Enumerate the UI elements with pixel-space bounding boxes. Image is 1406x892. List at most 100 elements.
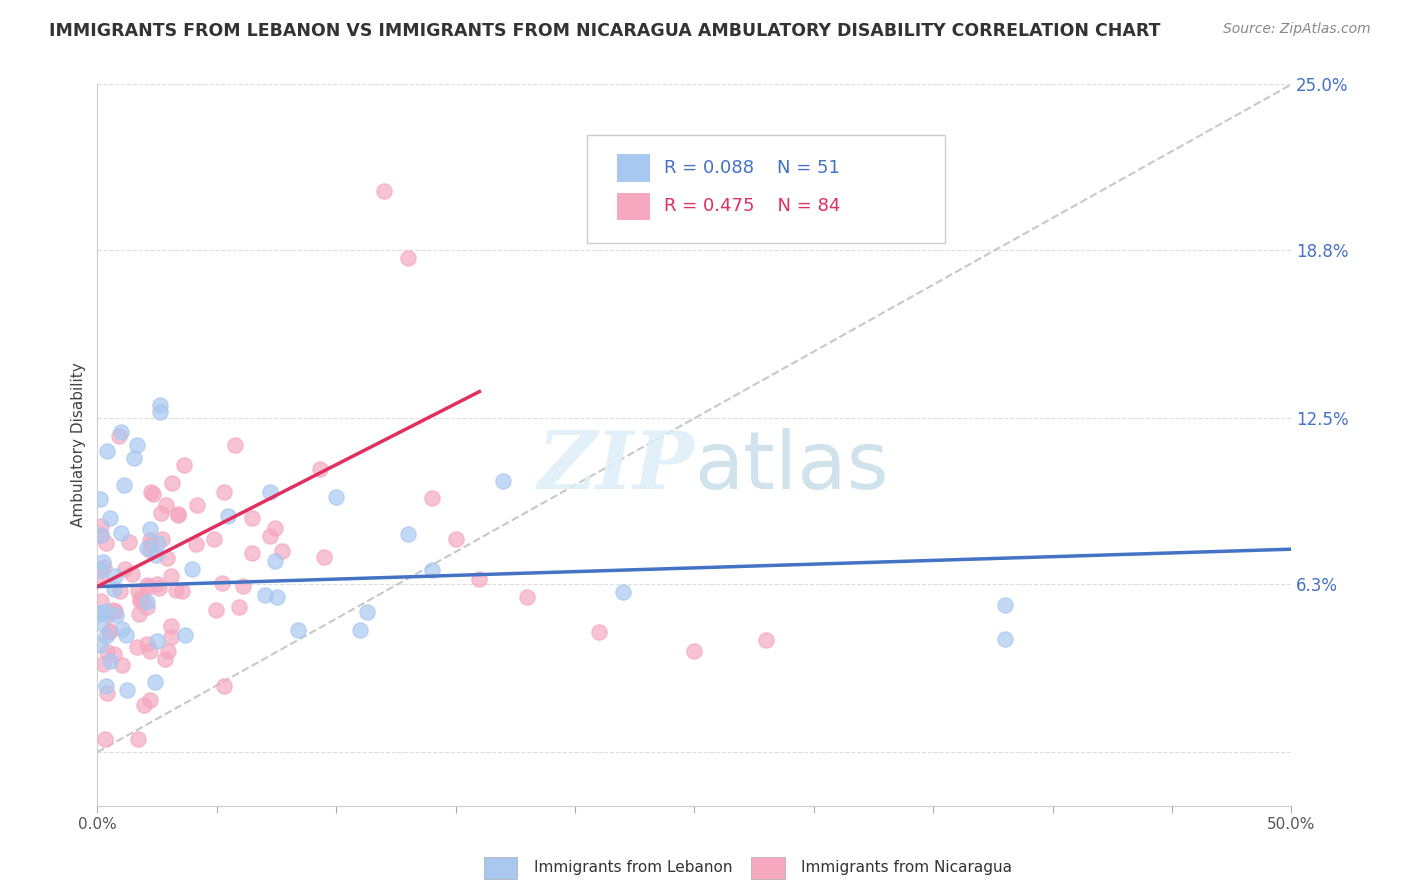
Point: [240, 511, 263, 525]
Point: [266, 591, 288, 605]
Point: [135, 594, 157, 608]
Point: [396, 526, 419, 541]
Point: [325, 490, 347, 504]
Point: [127, 731, 149, 746]
Point: [308, 462, 330, 476]
Point: [167, 507, 190, 521]
Point: [145, 548, 167, 562]
Text: R = 0.088    N = 51: R = 0.088 N = 51: [665, 159, 841, 178]
Point: [148, 582, 170, 596]
Point: [135, 599, 157, 614]
Point: [98, 624, 121, 639]
Point: [89, 491, 111, 506]
Point: [263, 554, 285, 568]
Point: [312, 549, 335, 564]
Point: [228, 600, 250, 615]
Point: [117, 535, 139, 549]
Point: [135, 541, 157, 555]
Text: Immigrants from Lebanon: Immigrants from Lebanon: [534, 861, 733, 875]
Point: [516, 591, 538, 605]
Point: [232, 578, 254, 592]
Point: [167, 508, 190, 522]
Point: [150, 533, 173, 547]
Point: [202, 532, 225, 546]
Point: [129, 594, 152, 608]
Point: [259, 529, 281, 543]
Point: [89, 569, 111, 583]
Point: [212, 679, 235, 693]
Point: [755, 632, 778, 647]
Point: [420, 563, 443, 577]
Bar: [617, 193, 650, 220]
Point: [128, 591, 150, 606]
Point: [994, 599, 1017, 613]
Point: [110, 583, 132, 598]
Point: [420, 491, 443, 506]
Point: [240, 546, 263, 560]
Point: [159, 630, 181, 644]
Point: [90, 528, 112, 542]
Point: [90, 563, 112, 577]
Point: [104, 568, 127, 582]
Point: [96, 686, 118, 700]
Point: [97, 608, 120, 623]
Point: [132, 698, 155, 713]
Point: [186, 537, 208, 551]
Point: [96, 645, 118, 659]
Point: [96, 679, 118, 693]
Text: ZIP: ZIP: [537, 428, 695, 506]
Point: [103, 582, 125, 597]
Point: [139, 542, 162, 557]
Text: Immigrants from Nicaragua: Immigrants from Nicaragua: [801, 861, 1012, 875]
Point: [136, 581, 159, 595]
Point: [90, 615, 112, 630]
FancyBboxPatch shape: [586, 135, 945, 244]
Point: [181, 562, 204, 576]
Point: [115, 628, 138, 642]
Point: [396, 251, 419, 265]
Point: [94, 536, 117, 550]
Point: [146, 576, 169, 591]
Point: [103, 647, 125, 661]
Point: [115, 683, 138, 698]
Point: [356, 605, 378, 619]
Point: [139, 537, 162, 551]
Text: IMMIGRANTS FROM LEBANON VS IMMIGRANTS FROM NICARAGUA AMBULATORY DISABILITY CORRE: IMMIGRANTS FROM LEBANON VS IMMIGRANTS FR…: [49, 22, 1161, 40]
Point: [174, 628, 197, 642]
Point: [90, 594, 112, 608]
Point: [994, 632, 1017, 647]
Point: [146, 634, 169, 648]
Point: [114, 562, 136, 576]
Point: [271, 543, 294, 558]
Point: [105, 607, 128, 622]
Point: [373, 184, 395, 198]
Point: [492, 474, 515, 488]
Point: [155, 551, 177, 566]
Point: [217, 509, 239, 524]
Point: [98, 511, 121, 525]
Point: [94, 628, 117, 642]
Point: [173, 458, 195, 473]
Point: [127, 584, 149, 599]
Point: [135, 577, 157, 591]
Point: [97, 625, 120, 640]
Point: [89, 638, 111, 652]
Point: [94, 604, 117, 618]
Point: [468, 572, 491, 586]
Point: [264, 521, 287, 535]
Point: [149, 405, 172, 419]
Point: [186, 498, 208, 512]
Point: [253, 587, 276, 601]
Point: [139, 522, 162, 536]
Point: [91, 555, 114, 569]
Y-axis label: Ambulatory Disability: Ambulatory Disability: [72, 363, 86, 527]
Point: [157, 644, 180, 658]
Point: [155, 651, 177, 665]
Point: [160, 569, 183, 583]
Point: [101, 603, 124, 617]
Point: [444, 532, 467, 546]
Point: [224, 438, 246, 452]
Point: [111, 657, 134, 672]
Point: [683, 643, 706, 657]
Point: [160, 475, 183, 490]
